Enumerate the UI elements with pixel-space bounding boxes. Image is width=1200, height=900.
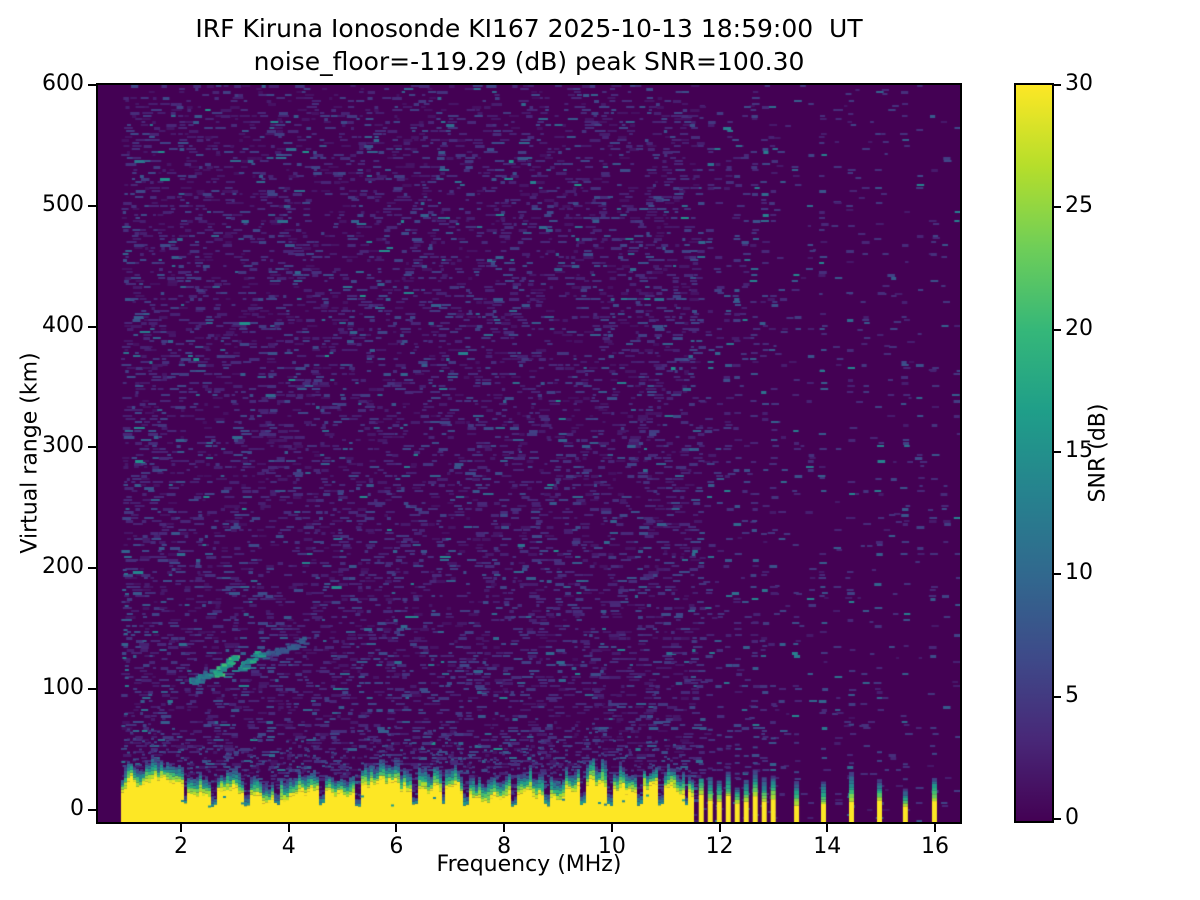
y-tick-mark <box>88 567 96 570</box>
y-tick-label: 400 <box>42 312 84 338</box>
y-tick-mark <box>88 84 96 86</box>
x-tick-mark <box>395 824 398 832</box>
x-tick-label: 8 <box>497 834 512 859</box>
figure-title: IRF Kiruna Ionosonde KI167 2025-10-13 18… <box>96 12 962 78</box>
y-tick-mark <box>88 808 96 811</box>
colorbar-tick-label: 20 <box>1065 315 1093 341</box>
title-line-1: IRF Kiruna Ionosonde KI167 2025-10-13 18… <box>195 14 863 43</box>
colorbar-tick-mark <box>1054 328 1061 331</box>
colorbar <box>1014 83 1054 823</box>
x-tick-label: 2 <box>173 834 188 859</box>
y-tick-mark <box>88 325 96 328</box>
x-tick-mark <box>826 824 829 832</box>
y-tick-label: 100 <box>42 675 84 701</box>
y-tick-mark <box>88 204 96 207</box>
colorbar-tick-label: 30 <box>1065 71 1093 96</box>
x-tick-label: 12 <box>705 834 734 859</box>
colorbar-tick-label: 5 <box>1065 682 1079 708</box>
colorbar-tick-label: 10 <box>1065 560 1093 586</box>
x-tick-mark <box>179 824 182 832</box>
x-tick-mark <box>503 824 506 832</box>
colorbar-tick-mark <box>1054 84 1061 86</box>
x-tick-mark <box>933 824 936 832</box>
ionogram-heatmap <box>98 85 960 822</box>
colorbar-tick-mark <box>1054 573 1061 576</box>
y-tick-label: 200 <box>42 554 84 580</box>
plot-frame <box>96 83 962 824</box>
x-tick-label: 4 <box>281 834 296 859</box>
y-tick-mark <box>88 688 96 691</box>
x-tick-label: 10 <box>597 834 626 859</box>
title-line-2: noise_floor=-119.29 (dB) peak SNR=100.30 <box>253 47 805 76</box>
y-tick-mark <box>88 446 96 449</box>
colorbar-tick-mark <box>1054 695 1061 698</box>
y-tick-label: 500 <box>42 191 84 217</box>
y-tick-label: 600 <box>42 71 84 96</box>
colorbar-tick-label: 15 <box>1065 438 1093 463</box>
x-tick-label: 14 <box>813 834 842 859</box>
x-tick-mark <box>287 824 290 832</box>
colorbar-tick-label: 25 <box>1065 193 1093 219</box>
x-tick-label: 16 <box>920 834 949 859</box>
x-tick-label: 6 <box>389 834 404 859</box>
y-tick-label: 0 <box>70 795 84 821</box>
colorbar-tick-label: 0 <box>1065 805 1079 830</box>
y-tick-label: 300 <box>42 433 84 459</box>
x-axis-label: Frequency (MHz) <box>436 852 622 877</box>
colorbar-gradient <box>1016 85 1052 821</box>
x-tick-mark <box>718 824 721 832</box>
colorbar-tick-mark <box>1054 818 1061 820</box>
colorbar-tick-mark <box>1054 206 1061 209</box>
x-tick-mark <box>610 824 613 832</box>
colorbar-tick-mark <box>1054 451 1061 453</box>
